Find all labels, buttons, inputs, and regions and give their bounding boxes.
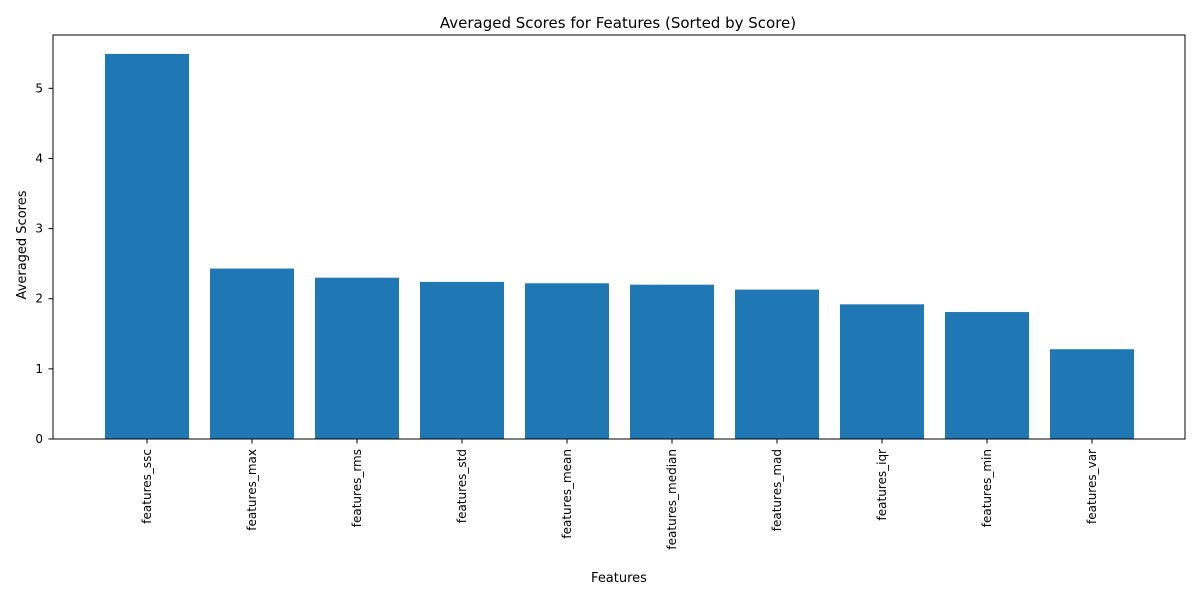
bar-features-mad xyxy=(735,289,819,439)
x-tick-label: features_max xyxy=(245,449,259,531)
plot-border xyxy=(52,34,1186,440)
y-axis-label: Averaged Scores xyxy=(15,190,30,299)
y-axis: 0 1 2 3 4 5 xyxy=(35,81,53,446)
x-axis-label: Features xyxy=(591,571,647,586)
plot-area xyxy=(105,53,1134,439)
bar-features-rms xyxy=(315,277,399,439)
x-tick-label: features_min xyxy=(980,449,994,527)
x-tick-label: features_rms xyxy=(350,449,364,527)
x-axis: features_ssc features_max features_rms feat… xyxy=(140,439,1099,550)
x-tick-label: features_mean xyxy=(560,449,574,539)
bar-features-median xyxy=(630,284,714,439)
bar-features-ssc xyxy=(105,53,189,439)
y-tick-label: 3 xyxy=(35,222,43,236)
plot-frame xyxy=(52,34,1186,440)
y-tick-label: 4 xyxy=(35,151,43,165)
bar-features-min xyxy=(945,312,1029,439)
y-tick-label: 2 xyxy=(35,292,43,306)
bar-features-std xyxy=(420,281,504,439)
x-tick-label: features_iqr xyxy=(875,449,889,521)
y-tick-label: 1 xyxy=(35,362,43,376)
x-tick-label: features_median xyxy=(665,449,679,550)
x-tick-label: features_mad xyxy=(770,449,784,531)
bar-features-max xyxy=(210,268,294,439)
chart-title: Averaged Scores for Features (Sorted by … xyxy=(440,14,796,32)
x-tick-label: features_var xyxy=(1085,449,1099,524)
bar-features-mean xyxy=(525,283,609,439)
x-tick-label: features_ssc xyxy=(140,449,154,524)
y-tick-label: 0 xyxy=(35,432,43,446)
x-tick-label: features_std xyxy=(455,449,469,523)
bar-features-var xyxy=(1050,349,1134,439)
y-tick-label: 5 xyxy=(35,81,43,95)
bar-features-iqr xyxy=(840,304,924,439)
